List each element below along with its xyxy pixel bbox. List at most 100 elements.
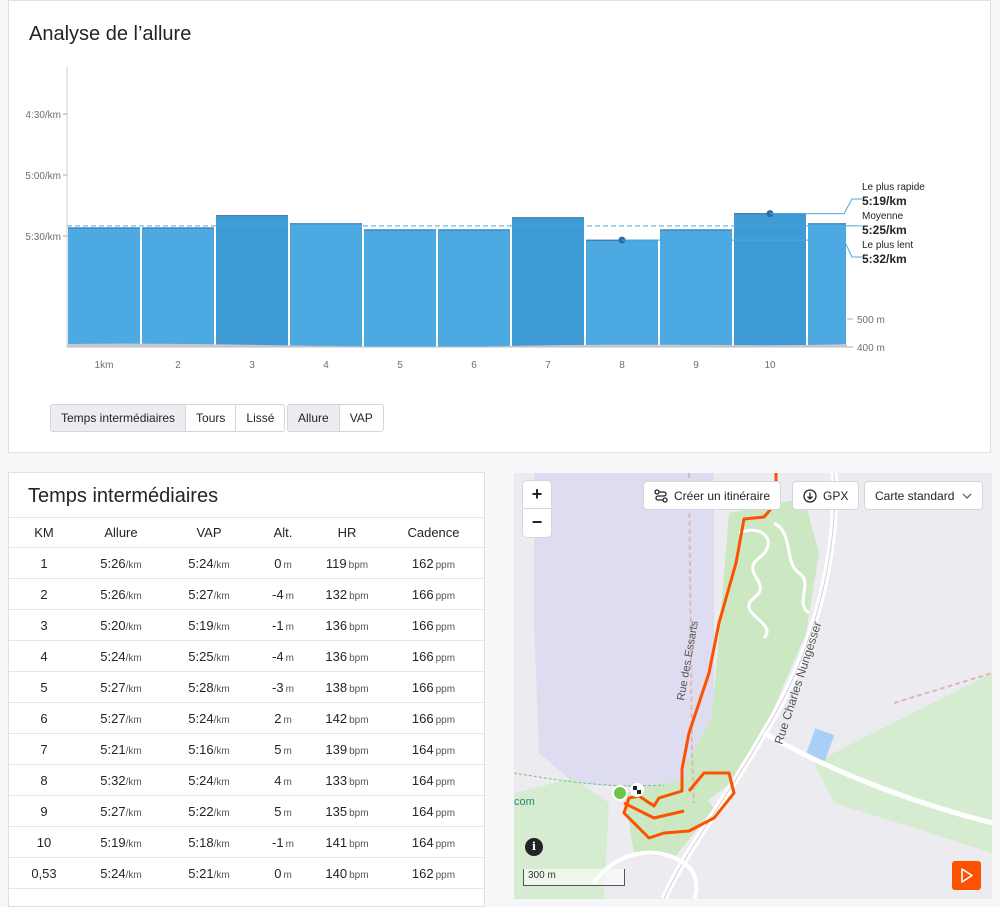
splits-value-cad: 164 [411,772,434,788]
route-map[interactable]: Rue des Essarts Rue Charles Nungesser + … [514,473,992,899]
splits-value-cad: 166 [411,679,434,695]
splits-unit-gap: /km [213,683,230,695]
pace-bar-3 [290,223,362,347]
pace-bar-1 [142,227,214,347]
splits-unit-pace: /km [125,807,142,819]
splits-header-row: KM Allure VAP Alt. HR Cadence [9,517,484,548]
pace-bar-5 [438,229,510,347]
view-toggle-option-1[interactable]: Tours [186,405,237,431]
splits-value-gap: 5:19 [188,617,214,633]
splits-unit-pace: /km [125,652,142,664]
splits-unit-alt: m [285,621,294,633]
splits-unit-hr: bpm [348,559,369,571]
splits-value-cad: 166 [411,648,434,664]
pace-analysis-panel: 4:30/km 5:00/km 5:30/km 1km 2 3 4 5 6 7 8 9 10 Le plu… [8,0,991,453]
view-toggle-option-0[interactable]: Temps intermédiaires [51,405,187,431]
splits-value-alt: 5 [274,803,282,819]
splits-unit-gap: /km [213,838,230,850]
table-row: 0,53 5:24/km 5:21/km 0 m 140 bpm 162 ppm [9,857,484,889]
splits-unit-hr: bpm [349,776,369,788]
splits-unit-alt: m [283,745,292,757]
splits-unit-pace: /km [125,683,142,695]
gpx-download-button[interactable]: GPX [792,481,860,510]
map-park-area-north [686,498,819,803]
splits-unit-pace: /km [125,714,142,726]
x-tick-label-2: 3 [249,360,255,371]
table-row: 2 5:26/km 5:27/km -4 m 132 bpm 166 ppm [9,578,484,610]
splits-cell-pace: 5:19/km [79,826,163,858]
pace-analysis-title: Analyse de l’allure [29,23,192,45]
splits-value-alt: 4 [274,772,282,788]
y-tick-label-0: 4:30/km [25,110,61,121]
x-tick-label-1: 2 [175,360,181,371]
splits-cell-hr: 136 bpm [311,609,383,641]
zoom-in-button[interactable]: + [523,481,551,509]
table-row: 9 5:27/km 5:22/km 5 m 135 bpm 164 ppm [9,795,484,827]
splits-cell-gap: 5:27/km [163,578,255,610]
map-attribution[interactable]: com [514,796,535,808]
splits-value-pace: 5:32 [100,772,126,788]
splits-unit-alt: m [285,683,294,695]
metric-toggle-option-0[interactable]: Allure [288,405,340,431]
splits-value-gap: 5:25 [188,648,214,664]
flyby-play-button[interactable] [952,861,981,890]
splits-unit-alt: m [283,776,292,788]
splits-unit-cad: ppm [435,869,456,881]
splits-value-pace: 5:19 [100,834,126,850]
splits-value-hr: 139 [325,741,348,757]
splits-unit-cad: ppm [435,807,456,819]
x-tick-label-0: 1km [95,360,114,371]
metric-toggle-option-1[interactable]: VAP [349,411,373,425]
splits-cell-gap: 5:24/km [163,547,255,579]
map-park-area-south [624,778,714,858]
splits-value-alt: 0 [274,865,282,881]
splits-value-gap: 5:24 [188,710,214,726]
pace-bar-0 [68,227,140,347]
zoom-out-button[interactable]: − [531,512,543,532]
splits-value-alt: -1 [272,617,284,633]
splits-cell-pace: 5:24/km [79,640,163,672]
x-tick-label-3: 4 [323,360,329,371]
splits-value-pace: 5:27 [100,803,126,819]
annotation-value-0: 5:19/km [862,194,907,208]
splits-cell-pace: 5:26/km [79,578,163,610]
map-park-paths [738,521,811,640]
map-canvas[interactable]: Rue des Essarts Rue Charles Nungesser [514,473,992,899]
splits-value-gap: 5:28 [188,679,214,695]
splits-cell-km: 7 [9,733,79,765]
splits-cell-pace: 5:27/km [79,671,163,703]
x-tick-label-7: 8 [619,360,625,371]
gpx-label: GPX [823,488,849,503]
splits-value-alt: -4 [272,648,284,664]
splits-table-body: 1 5:26/km 5:24/km 0 m 119 bpm 162 ppm 2 5:26/km 5:2… [9,547,484,889]
splits-unit-hr: bpm [349,714,369,726]
splits-cell-km: 1 [9,547,79,579]
splits-value-alt: 2 [274,710,282,726]
splits-unit-cad: ppm [435,745,456,757]
metric-toggle-group: Allure VAP [287,404,384,432]
splits-value-hr: 133 [325,772,348,788]
info-icon[interactable]: i [525,838,543,856]
splits-value-alt: 5 [274,741,282,757]
map-type-select[interactable]: Carte standard [864,481,984,510]
splits-cell-cad: 162 ppm [383,547,484,579]
view-toggle-option-2[interactable]: Lissé [246,411,275,425]
splits-value-alt: -4 [272,586,284,602]
table-row: 6 5:27/km 5:24/km 2 m 142 bpm 166 ppm [9,702,484,734]
annotation-label-1: Moyenne [862,211,904,222]
splits-cell-km: 5 [9,671,79,703]
splits-value-hr: 135 [325,803,348,819]
splits-unit-alt: m [283,559,292,571]
map-road-east [762,730,992,826]
splits-cell-pace: 5:27/km [79,702,163,734]
splits-cell-hr: 135 bpm [311,795,383,827]
splits-value-km: 7 [40,741,48,757]
table-row: 4 5:24/km 5:25/km -4 m 136 bpm 166 ppm [9,640,484,672]
splits-cell-hr: 132 bpm [311,578,383,610]
x-tick-label-6: 7 [545,360,551,371]
splits-unit-alt: m [285,652,294,664]
pace-bar-6 [512,217,584,347]
create-route-button[interactable]: Créer un itinéraire [643,481,782,510]
splits-value-km: 0,53 [31,865,57,881]
